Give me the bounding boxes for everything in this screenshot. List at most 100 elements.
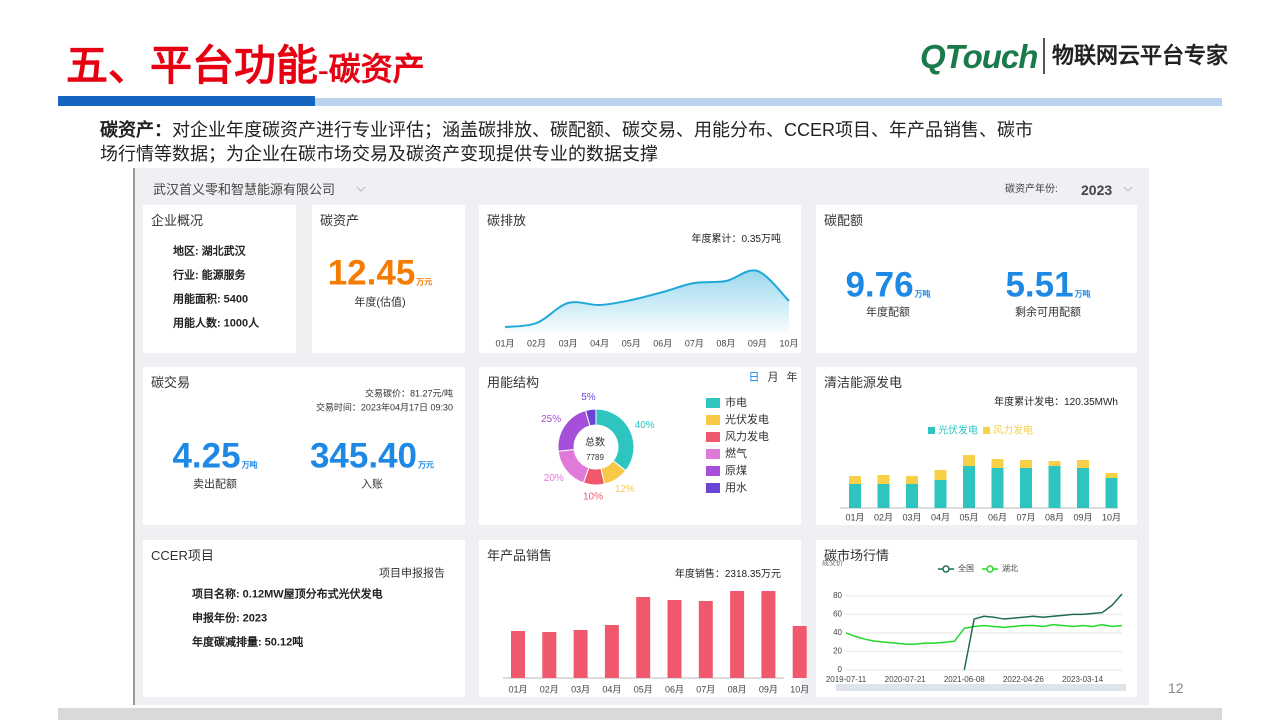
kpi-value: 9.76 xyxy=(845,265,914,305)
panel-title: 碳交易 xyxy=(151,375,191,390)
bar xyxy=(877,484,890,508)
period-tab[interactable]: 日 xyxy=(748,371,760,384)
period-tab[interactable]: 年 xyxy=(786,371,798,384)
x-tick-label: 10月 xyxy=(1102,512,1121,522)
x-tick-label: 04月 xyxy=(931,512,950,522)
legend-swatch xyxy=(706,432,720,442)
x-tick-label: 2020-07-21 xyxy=(885,675,926,684)
summary: 年度销售：2318.35万元 xyxy=(674,569,781,580)
legend-label: 光伏发电 xyxy=(938,424,978,437)
x-tick-label: 2019-07-11 xyxy=(826,675,867,684)
kpi: 345.40万元 xyxy=(310,439,434,474)
legend-swatch xyxy=(706,449,720,459)
info-row: 项目名称: 0.12MW屋顶分布式光伏发电 xyxy=(192,589,383,601)
info-value: 5400 xyxy=(223,293,249,306)
legend-swatch xyxy=(706,398,720,408)
info-value: 1000人 xyxy=(223,317,260,330)
kpi: 5.51万吨 xyxy=(1005,268,1090,303)
panel: 年产品销售 年度销售：2318.35万元 01月 02月 03月 04月 05月 06月 07月… xyxy=(479,540,809,697)
x-tick-label: 07月 xyxy=(696,684,715,694)
year-select[interactable]: 2023 xyxy=(1081,182,1113,198)
kpi-value: 12.45 xyxy=(327,253,416,293)
x-tick-label: 06月 xyxy=(665,684,684,694)
company-select[interactable]: 武汉首义零和智慧能源有限公司 xyxy=(153,182,336,197)
x-tick-label: 10月 xyxy=(779,338,798,348)
info-value: 湖北武汉 xyxy=(201,245,246,258)
legend-marker xyxy=(942,565,950,573)
info-label: 用能人数: xyxy=(173,317,221,330)
x-tick-label: 02月 xyxy=(527,338,546,348)
bar xyxy=(963,466,975,508)
panel-title: 用能结构 xyxy=(487,375,540,390)
bar xyxy=(698,601,713,678)
scrollbar[interactable] xyxy=(836,684,1126,691)
x-tick-label: 2021-06-08 xyxy=(944,675,985,684)
x-tick-label: 03月 xyxy=(571,684,590,694)
bar xyxy=(849,476,861,484)
kpi-unit: 万吨 xyxy=(1074,289,1091,299)
bar xyxy=(1105,473,1118,478)
info-row: 申报年份: 2023 xyxy=(192,612,267,625)
info-row: 用能面积: 5400 xyxy=(173,293,249,306)
kpi-caption: 年度(估值) xyxy=(354,296,406,309)
kpi-caption: 入账 xyxy=(361,478,383,491)
legend-swatch xyxy=(706,415,720,425)
kpi-value: 345.40 xyxy=(309,436,418,476)
panel-title: 碳资产 xyxy=(320,213,360,228)
intro-label: 碳资产： xyxy=(100,120,172,140)
bar xyxy=(542,632,557,678)
legend-label: 光伏发电 xyxy=(725,412,769,426)
slide-title: 五、平台功能-碳资产 xyxy=(66,46,425,88)
y-axis-label: 成交价 xyxy=(822,558,843,567)
chart: 40% 市电 12% 光伏发电 10% 风力发电 20% 燃气 25% 原煤 5% 用水 总数 7789 xyxy=(541,392,769,502)
kpi-value: 4.25 xyxy=(172,436,241,476)
chart: 01月 02月 03月 04月 05月 06月 07月 08月 09月 10月 xyxy=(495,269,799,348)
center-label: 总数 xyxy=(585,436,605,449)
x-tick-label: 01月 xyxy=(508,684,527,694)
bar xyxy=(1105,478,1118,508)
x-tick-label: 01月 xyxy=(845,512,864,522)
info-value: 50.12吨 xyxy=(264,636,304,649)
bar xyxy=(730,591,745,678)
info-row: 年度碳减排量: 50.12吨 xyxy=(192,636,304,649)
legend-marker xyxy=(986,565,994,573)
legend-label: 湖北 xyxy=(1002,564,1018,573)
year-label: 碳资产年份: xyxy=(1005,184,1058,195)
data-label: 20% xyxy=(544,473,564,484)
donut-slice xyxy=(584,408,597,427)
legend-label: 原煤 xyxy=(725,464,747,477)
period-tab[interactable]: 月 xyxy=(767,371,779,384)
legend-label: 全国 xyxy=(958,563,974,573)
bar xyxy=(877,475,890,484)
kpi: 9.76万吨 xyxy=(845,268,930,303)
x-tick-label: 08月 xyxy=(728,684,747,694)
x-tick-label: 03月 xyxy=(902,512,921,522)
footer-bar xyxy=(58,708,1222,720)
panel: 清洁能源发电 年度累计发电：120.35MWh 光伏发电 风力发电 01月 02月 03月 0… xyxy=(816,367,1137,525)
legend-label: 风力发电 xyxy=(993,424,1033,437)
x-tick-label: 09月 xyxy=(748,338,767,348)
panel-title: 年产品销售 xyxy=(487,548,553,563)
kpi-unit: 万元 xyxy=(416,277,433,287)
intro-text: 对企业年度碳资产进行专业评估；涵盖碳排放、碳配额、碳交易、用能分布、CCER项目… xyxy=(172,120,1033,140)
brand-divider xyxy=(1043,38,1045,74)
trade-time: 交易时间：2023年04月17日 09:30 xyxy=(315,402,453,413)
x-tick-label: 2023-03-14 xyxy=(1062,675,1103,684)
x-tick-label: 06月 xyxy=(653,338,672,348)
panel: 用能结构 40% 市电 12% 光伏发电 10% 风力发电 20% 燃气 25% 原煤 5% 用水 总数 7… xyxy=(479,367,801,525)
title-main: 五、平台功能 xyxy=(66,44,319,90)
panel-title: 碳市场行情 xyxy=(824,548,890,563)
x-tick-label: 01月 xyxy=(495,338,514,348)
center-value: 7789 xyxy=(586,453,604,462)
bar xyxy=(906,476,918,484)
tagline: 物联网云平台专家 xyxy=(1052,43,1229,68)
x-tick-label: 06月 xyxy=(988,512,1007,522)
info-label: 申报年份: xyxy=(192,612,240,625)
y-tick-label: 60 xyxy=(833,610,842,619)
chart: 成交价 0 20 40 60 80 2019-07-11 2020-07-21 2021-06-… xyxy=(822,558,1123,684)
x-tick-label: 02月 xyxy=(540,684,559,694)
info-label: 行业: xyxy=(173,269,199,282)
x-tick-label: 04月 xyxy=(602,684,621,694)
report-link[interactable]: 项目申报报告 xyxy=(379,567,445,580)
